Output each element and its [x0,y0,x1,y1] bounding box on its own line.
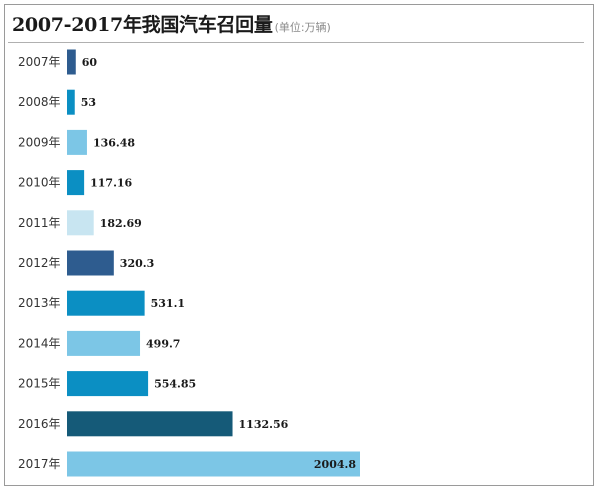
value-label: 320.3 [120,257,154,270]
value-label: 499.7 [146,337,180,350]
bar [67,451,360,477]
category-label: 2012年 [18,256,61,270]
bar [67,89,75,115]
category-label: 2016年 [18,417,61,431]
value-label: 531.1 [151,297,185,310]
bar [67,371,149,397]
bar [67,290,145,316]
bar [67,170,85,196]
category-label: 2008年 [18,95,61,109]
category-label: 2010年 [18,176,61,190]
category-label: 2014年 [18,336,61,350]
category-label: 2011年 [18,216,61,230]
value-label: 136.48 [93,136,135,149]
chart-header: 2007-2017年我国汽车召回量 (单位:万辆) [12,10,331,37]
category-label: 2013年 [18,296,61,310]
chart-title: 2007-2017年我国汽车召回量 [12,14,273,36]
bar [67,411,233,437]
value-label: 182.69 [100,217,142,230]
category-label: 2009年 [18,135,61,149]
title-divider [8,42,584,43]
value-label: 117.16 [90,177,132,190]
value-label: 1132.56 [239,418,289,431]
category-label: 2007年 [18,55,61,69]
chart-frame [4,4,594,486]
value-label: 2004.8 [314,458,356,471]
bar [67,49,76,75]
bar [67,330,141,356]
bar [67,129,87,155]
category-label: 2017年 [18,457,61,471]
bar [67,210,94,236]
chart-unit: (单位:万辆) [274,21,331,34]
value-label: 60 [82,56,98,69]
category-label: 2015年 [18,377,61,391]
value-label: 53 [81,96,96,109]
value-label: 554.85 [154,378,196,391]
bar [67,250,114,276]
